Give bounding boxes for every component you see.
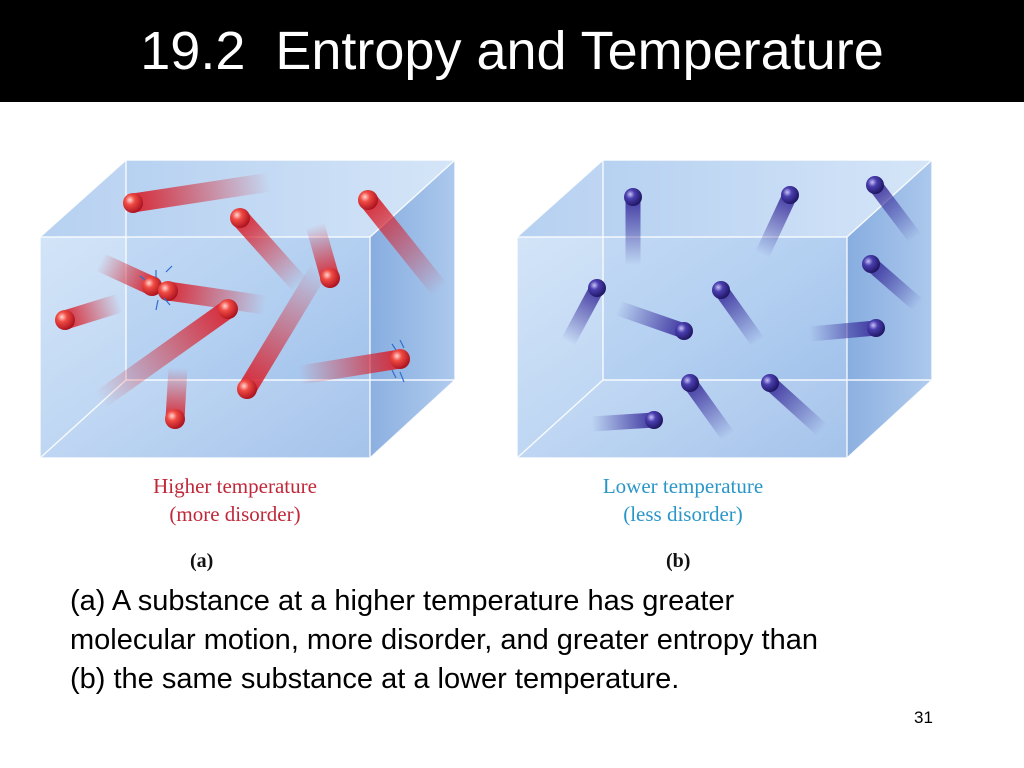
molecule — [584, 411, 663, 432]
caption-hot-line1: Higher temperature — [153, 474, 317, 498]
motion-trail — [237, 258, 330, 399]
molecule-ball — [358, 190, 378, 210]
molecule — [761, 374, 830, 438]
collision-sparks — [139, 265, 405, 383]
molecule-ball — [390, 349, 410, 369]
molecule — [712, 281, 766, 350]
panel-label-a: (a) — [190, 550, 214, 572]
caption-hot: Higher temperature (more disorder) — [60, 472, 410, 528]
molecule — [754, 186, 799, 263]
motion-trail — [754, 187, 798, 263]
motion-trail — [713, 282, 766, 350]
motion-trail — [358, 190, 450, 300]
box-front-face — [40, 237, 370, 458]
molecule-ball — [165, 409, 185, 429]
caption-cold: Lower temperature (less disorder) — [508, 472, 858, 528]
cold-molecules — [560, 176, 926, 444]
slide-title: 19.2 Entropy and Temperature — [140, 21, 884, 81]
molecule-ball — [218, 299, 238, 319]
molecule — [560, 279, 606, 350]
molecule-ball — [866, 176, 884, 194]
molecule — [158, 281, 275, 315]
molecule — [165, 358, 188, 429]
molecule-ball — [55, 310, 75, 330]
body-line: (a) A substance at a higher temperature … — [70, 585, 735, 617]
motion-trail — [90, 299, 238, 410]
motion-trail — [610, 300, 692, 339]
motion-trail — [230, 208, 310, 295]
motion-trail — [584, 412, 662, 432]
entropy-figure — [39, 159, 934, 459]
panel-label-b: (b) — [666, 550, 691, 572]
motion-trail — [682, 375, 736, 444]
molecule — [358, 190, 450, 300]
molecule-ball — [230, 208, 250, 228]
body-line: (b) the same substance at a lower temper… — [70, 663, 680, 695]
hot-molecules — [55, 172, 450, 429]
molecule — [90, 252, 162, 296]
molecule — [123, 172, 280, 213]
molecule — [624, 188, 642, 273]
molecule-ball — [781, 186, 799, 204]
molecule-ball — [158, 281, 178, 301]
molecule-ball — [123, 193, 143, 213]
motion-trail — [762, 375, 830, 438]
molecule-ball — [624, 188, 642, 206]
molecule-ball — [675, 322, 693, 340]
molecule — [681, 374, 736, 444]
motion-trail — [290, 349, 410, 385]
motion-trail — [158, 281, 275, 315]
molecule — [55, 293, 130, 330]
molecule-ball — [761, 374, 779, 392]
molecule-ball — [645, 411, 663, 429]
motion-trail — [560, 280, 605, 350]
page-number: 31 — [914, 708, 933, 727]
box-top-face — [40, 160, 455, 237]
molecule — [862, 255, 926, 313]
molecule — [802, 319, 885, 342]
molecule-ball — [237, 379, 257, 399]
molecule-ball — [867, 319, 885, 337]
caption-hot-line2: (more disorder) — [169, 502, 301, 526]
motion-trail — [123, 172, 280, 213]
molecule — [610, 300, 693, 340]
body-text: (a) A substance at a higher temperature … — [70, 582, 970, 699]
motion-trail — [863, 256, 926, 313]
body-line: molecular motion, more disorder, and gre… — [70, 624, 818, 656]
molecule — [90, 299, 238, 410]
molecule — [290, 349, 410, 385]
title-bar: 19.2 Entropy and Temperature — [0, 0, 1024, 102]
molecule-ball — [142, 276, 162, 296]
molecule-ball — [681, 374, 699, 392]
caption-cold-line2: (less disorder) — [623, 502, 743, 526]
motion-trail — [802, 320, 884, 342]
molecule-ball — [862, 255, 880, 273]
molecule — [866, 176, 923, 246]
motion-trail — [867, 177, 923, 246]
molecule — [230, 208, 310, 295]
molecule — [237, 258, 330, 399]
caption-cold-line1: Lower temperature — [602, 474, 764, 498]
molecule-ball — [712, 281, 730, 299]
box-top-face — [517, 160, 932, 237]
molecule-ball — [588, 279, 606, 297]
